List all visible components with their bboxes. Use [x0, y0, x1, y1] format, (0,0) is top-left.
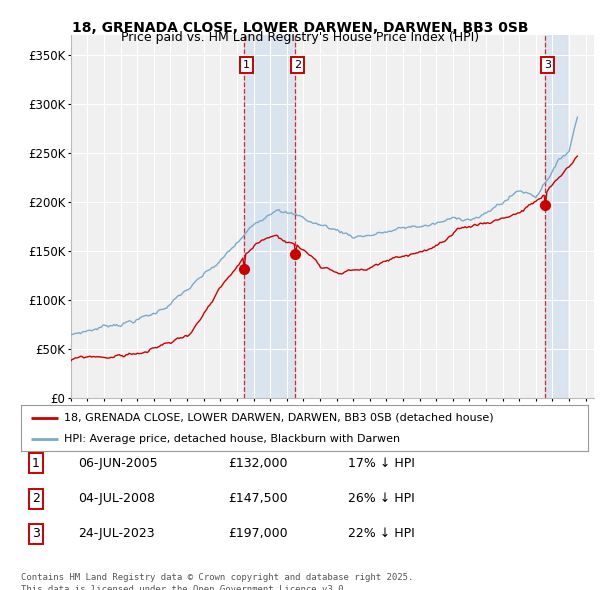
Text: 2: 2 — [32, 492, 40, 505]
Text: 24-JUL-2023: 24-JUL-2023 — [78, 527, 155, 540]
Bar — [545, 35, 567, 398]
Text: 17% ↓ HPI: 17% ↓ HPI — [348, 457, 415, 470]
Text: HPI: Average price, detached house, Blackburn with Darwen: HPI: Average price, detached house, Blac… — [64, 434, 400, 444]
Text: Price paid vs. HM Land Registry's House Price Index (HPI): Price paid vs. HM Land Registry's House … — [121, 31, 479, 44]
Text: £197,000: £197,000 — [228, 527, 287, 540]
Text: 22% ↓ HPI: 22% ↓ HPI — [348, 527, 415, 540]
Text: £147,500: £147,500 — [228, 492, 287, 505]
Text: 3: 3 — [544, 60, 551, 70]
Text: 2: 2 — [294, 60, 301, 70]
Text: Contains HM Land Registry data © Crown copyright and database right 2025.
This d: Contains HM Land Registry data © Crown c… — [21, 573, 413, 590]
Text: 3: 3 — [32, 527, 40, 540]
Text: £132,000: £132,000 — [228, 457, 287, 470]
Text: 04-JUL-2008: 04-JUL-2008 — [78, 492, 155, 505]
Text: 1: 1 — [32, 457, 40, 470]
Text: 18, GRENADA CLOSE, LOWER DARWEN, DARWEN, BB3 0SB (detached house): 18, GRENADA CLOSE, LOWER DARWEN, DARWEN,… — [64, 413, 493, 423]
Text: 1: 1 — [243, 60, 250, 70]
Text: 06-JUN-2005: 06-JUN-2005 — [78, 457, 158, 470]
Bar — [244, 35, 295, 398]
Text: 18, GRENADA CLOSE, LOWER DARWEN, DARWEN, BB3 0SB: 18, GRENADA CLOSE, LOWER DARWEN, DARWEN,… — [72, 21, 528, 35]
Text: 26% ↓ HPI: 26% ↓ HPI — [348, 492, 415, 505]
